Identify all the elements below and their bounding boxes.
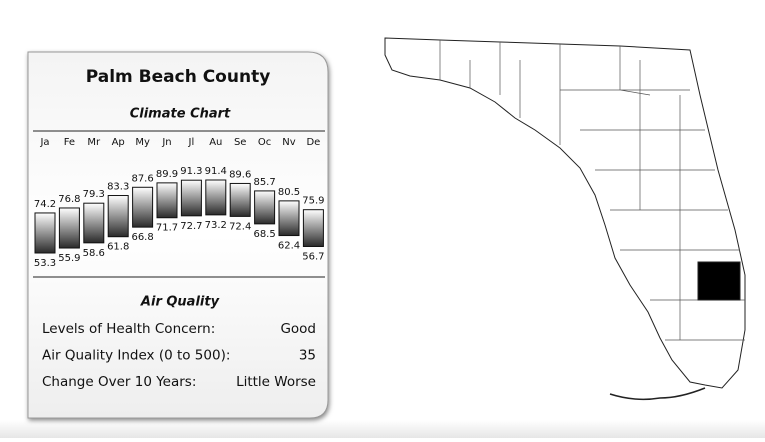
row-label: Air Quality Index (0 to 500): — [42, 348, 230, 364]
county-lines — [439, 40, 745, 341]
range-bar — [229, 182, 251, 217]
low-label: 62.4 — [278, 241, 300, 252]
range-bar — [156, 182, 178, 219]
row-label: Levels of Health Concern: — [42, 321, 215, 337]
high-label: 89.6 — [229, 169, 251, 180]
selected-county — [697, 261, 741, 301]
range-bar — [107, 195, 129, 238]
row-value: Good — [280, 321, 316, 337]
range-bar — [34, 212, 56, 254]
floor — [0, 420, 765, 438]
high-label: 89.9 — [156, 169, 178, 180]
range-bar — [278, 200, 300, 237]
high-label: 75.9 — [302, 196, 324, 207]
air-quality-table: Levels of Health Concern: Good Air Quality… — [42, 321, 316, 390]
card — [27, 51, 329, 419]
range-bar — [205, 179, 227, 216]
month-label: Ap — [112, 137, 125, 148]
month-label: Oc — [258, 137, 271, 148]
high-label: 76.8 — [58, 194, 80, 205]
month-label: De — [306, 137, 320, 148]
row-value: 35 — [299, 348, 316, 364]
month-label: My — [135, 137, 150, 148]
low-label: 61.8 — [107, 242, 129, 253]
month-label: Jn — [161, 137, 171, 148]
month-label: Jl — [188, 137, 195, 148]
high-label: 85.7 — [253, 177, 275, 188]
low-label: 71.7 — [156, 223, 178, 234]
row-label: Change Over 10 Years: — [42, 374, 196, 390]
month-label: Nv — [282, 137, 295, 148]
range-bar — [180, 179, 202, 217]
range-bar — [254, 190, 276, 225]
range-bar — [83, 202, 105, 244]
month-label: Mr — [87, 137, 101, 148]
month-label: Se — [234, 137, 247, 148]
low-label: 56.7 — [302, 251, 324, 262]
month-label: Ja — [39, 137, 49, 148]
month-label: Fe — [64, 137, 75, 148]
high-label: 91.3 — [180, 166, 202, 177]
low-label: 73.2 — [205, 220, 227, 231]
keys — [609, 387, 706, 401]
range-bar — [302, 209, 324, 247]
card-title: Palm Beach County — [86, 67, 271, 87]
section-title: Air Quality — [140, 295, 220, 310]
low-label: 53.3 — [34, 258, 56, 269]
low-label: 72.4 — [229, 221, 251, 232]
high-label: 80.5 — [278, 187, 300, 198]
florida-map — [384, 37, 746, 401]
low-label: 72.7 — [180, 221, 202, 232]
low-label: 58.6 — [83, 248, 105, 259]
high-label: 91.4 — [205, 166, 227, 177]
month-label: Au — [209, 137, 222, 148]
high-label: 79.3 — [83, 189, 105, 200]
low-label: 66.8 — [131, 232, 153, 243]
range-bar — [132, 186, 154, 228]
state-outline — [384, 37, 746, 389]
range-bar — [58, 207, 80, 249]
row-value: Little Worse — [236, 374, 316, 390]
low-label: 68.5 — [253, 229, 275, 240]
high-label: 87.6 — [131, 173, 153, 184]
climate-chart: Ja 74.2 53.3 Fe 76.8 55.9 Mr 79.3 58.6 Ap 83.3 61.8… — [34, 137, 325, 269]
high-label: 83.3 — [107, 182, 129, 193]
chart-title: Climate Chart — [130, 107, 231, 122]
high-label: 74.2 — [34, 199, 56, 210]
low-label: 55.9 — [58, 253, 80, 264]
